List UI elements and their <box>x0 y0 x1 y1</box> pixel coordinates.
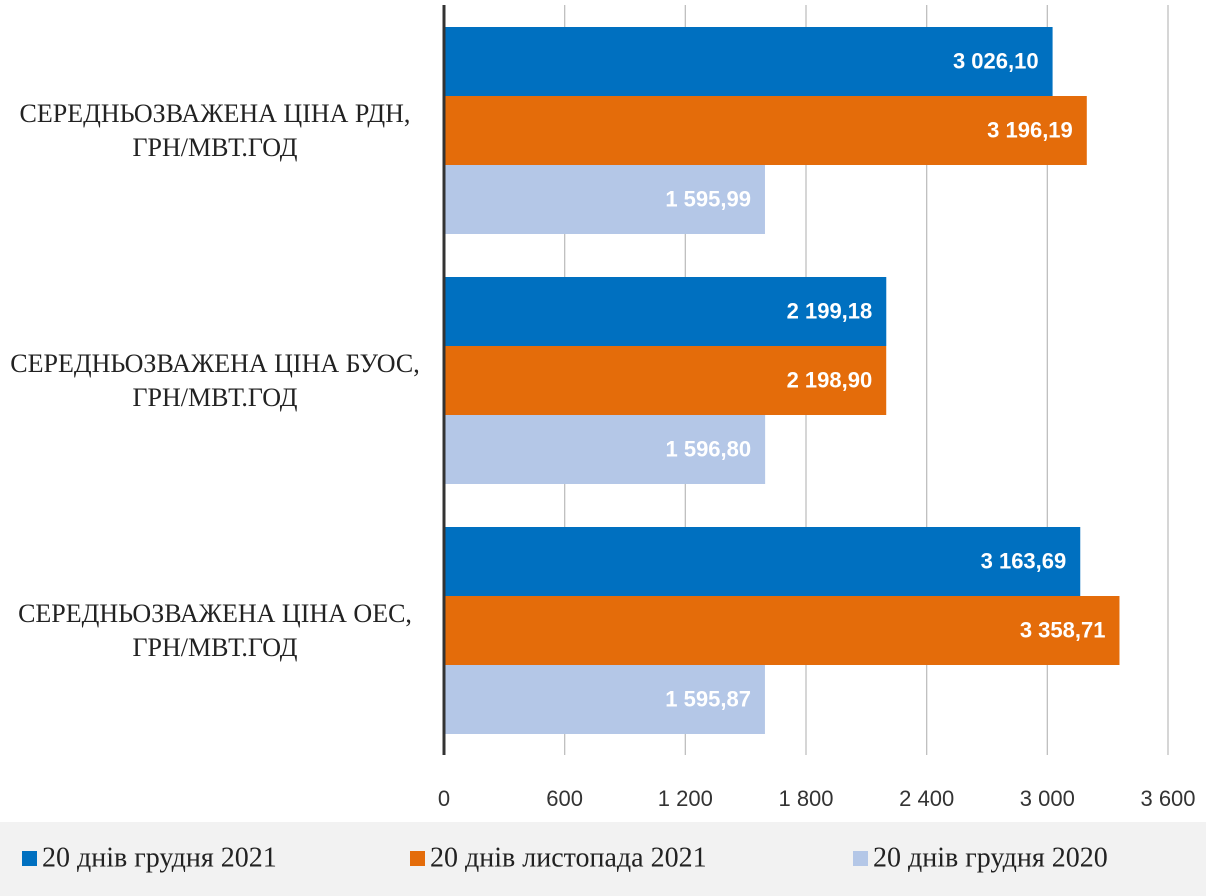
value-label: 3 163,69 <box>981 548 1067 573</box>
bar <box>444 96 1087 165</box>
x-tick-label: 2 400 <box>899 786 954 811</box>
value-label: 3 196,19 <box>987 117 1073 142</box>
legend-swatch <box>853 851 868 866</box>
bar <box>444 665 765 734</box>
legend-swatch <box>22 851 37 866</box>
bar <box>444 346 887 415</box>
value-label: 2 199,18 <box>787 298 873 323</box>
bar <box>444 277 887 346</box>
category-label: СЕРЕДНЬОЗВАЖЕНА ЦІНА ОЕС, ГРН/МВТ.ГОД <box>18 598 412 662</box>
x-tick-label: 1 800 <box>778 786 833 811</box>
x-tick-label: 3 000 <box>1020 786 1075 811</box>
value-label: 1 596,80 <box>665 436 751 461</box>
category-label: СЕРЕДНЬОЗВАЖЕНА ЦІНА РДН, ГРН/МВТ.ГОД <box>19 98 411 162</box>
bar <box>444 596 1120 665</box>
x-tick-label: 600 <box>546 786 583 811</box>
bar <box>444 165 765 234</box>
legend-text: 20 днів грудня 2020 <box>873 842 1108 873</box>
bar <box>444 27 1053 96</box>
value-label: 3 358,71 <box>1020 617 1106 642</box>
legend-band <box>0 822 1206 896</box>
value-label: 1 595,99 <box>665 186 751 211</box>
legend-text: 20 днів грудня 2021 <box>42 842 277 873</box>
legend-swatch <box>410 851 425 866</box>
category-label: СЕРЕДНЬОЗВАЖЕНА ЦІНА БУОС, ГРН/МВТ.ГОД <box>10 348 420 412</box>
value-label: 2 198,90 <box>787 367 873 392</box>
bar <box>444 415 766 484</box>
legend-text: 20 днів листопада 2021 <box>430 842 707 873</box>
x-tick-label: 0 <box>438 786 450 811</box>
x-tick-label: 3 600 <box>1140 786 1195 811</box>
value-label: 1 595,87 <box>665 686 751 711</box>
bar <box>444 527 1081 596</box>
x-tick-label: 1 200 <box>658 786 713 811</box>
value-label: 3 026,10 <box>953 48 1039 73</box>
